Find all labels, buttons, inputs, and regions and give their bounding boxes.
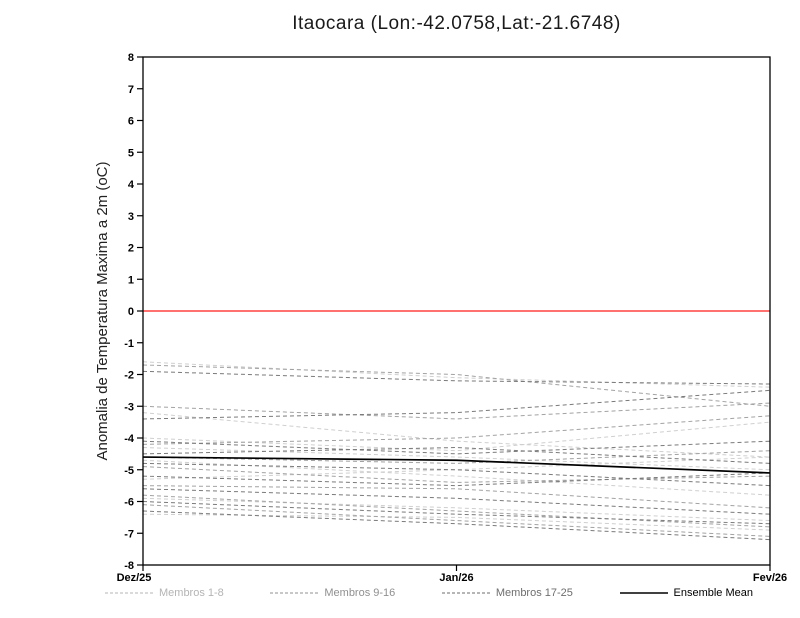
legend-label: Membros 9-16 xyxy=(324,587,396,599)
legend-label: Ensemble Mean xyxy=(673,587,754,599)
y-tick-label: -7 xyxy=(124,528,134,540)
y-tick-label: 6 xyxy=(128,116,134,128)
series-membro-18 xyxy=(142,389,771,420)
series-membro-15 xyxy=(142,494,771,528)
legend: Membros 1-8 Membros 9-16 Membros 17-25 Ense… xyxy=(105,583,753,603)
legend-item: Membros 17-25 xyxy=(441,587,573,599)
x-tick-label: Fev/26 xyxy=(753,572,787,584)
y-tick-label: 1 xyxy=(128,274,134,286)
y-tick-label: 3 xyxy=(128,211,134,223)
series-membro-4 xyxy=(142,421,771,452)
series-membro-17 xyxy=(142,370,771,385)
y-tick-label: 7 xyxy=(128,84,134,96)
y-tick-label: 5 xyxy=(128,147,134,159)
legend-label: Membros 17-25 xyxy=(495,587,573,599)
series-ensemble-mean xyxy=(142,456,771,474)
y-tick-label: -2 xyxy=(124,370,134,382)
legend-item: Ensemble Mean xyxy=(619,587,754,599)
y-tick-label: -6 xyxy=(124,497,134,509)
legend-item: Membros 9-16 xyxy=(270,587,395,599)
y-tick-label: 0 xyxy=(128,306,134,318)
y-tick-label: -5 xyxy=(124,465,134,477)
legend-line-sample xyxy=(270,592,319,594)
y-tick-label: 4 xyxy=(128,179,135,191)
x-tick-label: Jan/26 xyxy=(439,572,473,584)
series-membro-9 xyxy=(142,364,771,407)
y-tick-label: -1 xyxy=(124,338,134,350)
series-membro-21 xyxy=(142,462,771,487)
series-membro-11 xyxy=(142,415,771,445)
legend-line-sample xyxy=(441,592,490,594)
chart-title: Itaocara (Lon:-42.0758,Lat:-21.6748) xyxy=(292,13,621,34)
y-tick-label: 8 xyxy=(128,52,134,64)
series-membro-25 xyxy=(142,510,771,541)
series-membro-22 xyxy=(142,472,771,487)
series-membro-24 xyxy=(142,501,771,525)
x-tick-label: Dez/25 xyxy=(117,572,152,584)
legend-line-sample xyxy=(619,592,668,594)
y-tick-label: -3 xyxy=(124,401,134,413)
y-tick-label: -8 xyxy=(124,560,134,572)
legend-label: Membros 1-8 xyxy=(159,587,224,599)
legend-item: Membros 1-8 xyxy=(105,587,224,599)
legend-line-sample xyxy=(105,592,153,594)
y-tick-label: 2 xyxy=(128,243,134,255)
y-tick-label: -4 xyxy=(124,433,135,445)
